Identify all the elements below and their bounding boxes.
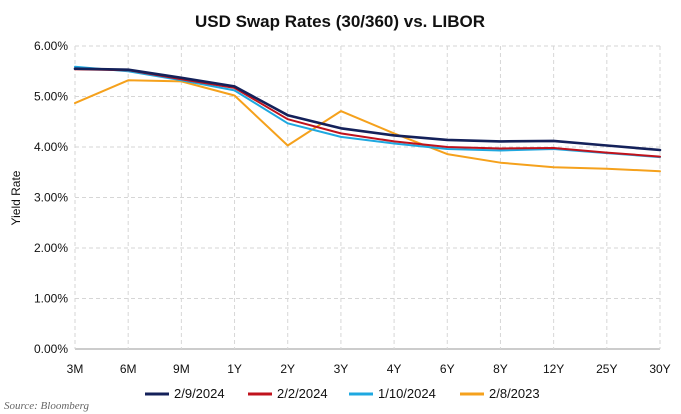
series-line-0 <box>73 67 662 152</box>
x-tick-label: 8Y <box>493 362 508 376</box>
y-tick-label: 6.00% <box>34 39 68 53</box>
x-tick-label: 6M <box>120 362 137 376</box>
legend-label: 2/8/2023 <box>489 386 540 401</box>
x-tick-label: 9M <box>173 362 190 376</box>
y-axis-label: Yield Rate <box>9 170 23 225</box>
y-tick-label: 2.00% <box>34 241 68 255</box>
series-lines <box>73 65 662 173</box>
x-tick-label: 4Y <box>387 362 402 376</box>
x-tick-label: 12Y <box>543 362 564 376</box>
y-tick-label: 4.00% <box>34 140 68 154</box>
x-tick-label: 3M <box>67 362 84 376</box>
x-tick-label: 30Y <box>649 362 670 376</box>
legend: 2/9/2024 2/2/2024 1/10/2024 2/8/2023 <box>145 386 540 401</box>
legend-label: 1/10/2024 <box>378 386 436 401</box>
x-tick-label: 3Y <box>334 362 349 376</box>
x-tick-label: 6Y <box>440 362 455 376</box>
series-line-3 <box>74 79 661 173</box>
legend-label: 2/2/2024 <box>277 386 328 401</box>
y-tick-label: 0.00% <box>34 342 68 356</box>
y-axis-ticks: 0.00% 1.00% 2.00% 3.00% 4.00% 5.00% 6.00% <box>34 39 68 356</box>
series-line-1 <box>74 68 661 158</box>
legend-label: 2/9/2024 <box>174 386 225 401</box>
source-note: Source: Bloomberg <box>4 400 90 412</box>
x-tick-label: 2Y <box>280 362 295 376</box>
y-tick-label: 1.00% <box>34 292 68 306</box>
y-tick-label: 5.00% <box>34 90 68 104</box>
x-tick-label: 25Y <box>596 362 617 376</box>
y-tick-label: 3.00% <box>34 191 68 205</box>
chart-title: USD Swap Rates (30/360) vs. LIBOR <box>195 12 485 31</box>
x-tick-label: 1Y <box>227 362 242 376</box>
x-axis-ticks: 3M 6M 9M 1Y 2Y 3Y 4Y 6Y 8Y 12Y 25Y 30Y <box>67 362 671 376</box>
gridlines <box>74 45 661 350</box>
